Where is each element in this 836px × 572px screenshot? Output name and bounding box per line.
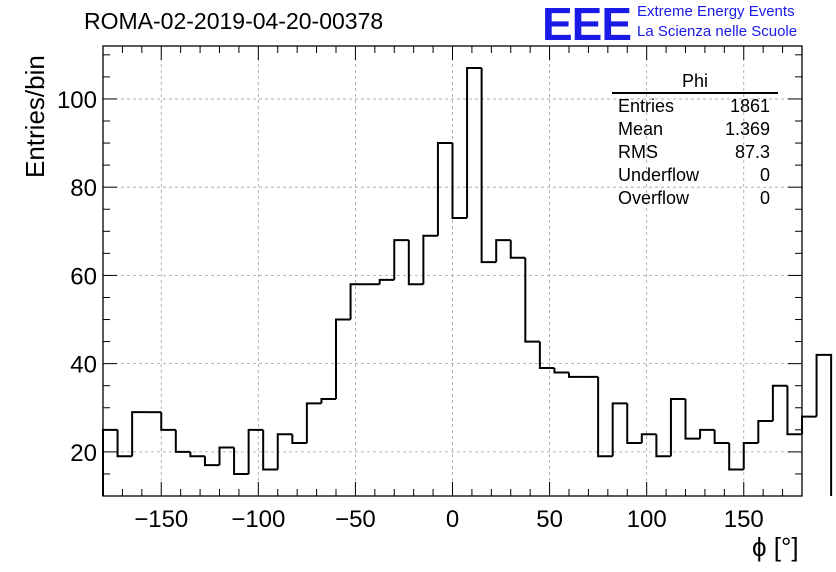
histogram-bin [597,376,613,458]
histogram-bin [786,385,802,436]
stats-row-underflow: Underflow 0 [612,164,778,187]
histogram-bin [422,234,438,285]
x-axis-label: ϕ [°] [752,532,799,562]
histogram-bin [393,239,409,280]
histogram-bin [684,398,701,440]
stats-row-entries: Entries 1861 [612,95,778,118]
histogram-bin [801,415,817,435]
histogram-bin [451,143,468,220]
histogram-bin [378,278,395,285]
histogram-bin [305,402,322,444]
histogram-bin [262,429,278,471]
histogram-bin [174,429,191,453]
stats-title: Phi [612,70,778,94]
axis-ticks [102,46,803,496]
stats-label: Underflow [618,165,700,185]
stats-row-mean: Mean 1.369 [612,118,778,141]
histogram-bin [568,372,584,378]
x-tick-label: 100 [627,506,667,533]
histogram-bin [480,68,497,264]
y-tick-label: 100 [57,87,97,114]
x-tick-label: 0 [446,506,459,533]
stats-value: 1.369 [724,119,770,139]
histogram-bin [276,433,293,470]
y-tick-label: 40 [70,352,97,379]
stats-row-rms: RMS 87.3 [612,141,778,164]
histogram-bin [116,429,133,458]
histogram-bin [247,428,264,474]
tick-labels: −150 −100 −50 0 50 100 150 20 40 60 80 100 [57,87,764,533]
stats-value: 87.3 [734,142,770,162]
histogram-bin [611,402,628,457]
logo-caption: Extreme Energy Events La Scienza nelle S… [637,2,797,42]
histogram-bin [189,451,205,458]
histogram-bin [233,447,249,475]
stats-label: RMS [618,142,658,162]
histogram-bin [626,403,642,445]
histogram-bin [640,433,657,444]
x-tick-label: −50 [335,506,376,533]
grid-lines [103,46,802,496]
x-tick-label: −100 [231,506,285,533]
stats-label: Entries [618,96,675,116]
histogram-bin [757,420,773,444]
histogram-bin [160,412,176,431]
stats-label: Overflow [618,188,690,208]
histogram-bin [655,434,671,458]
histogram-bin [669,397,686,457]
histogram-bin [495,239,511,263]
stats-row-overflow: Overflow 0 [612,187,778,210]
x-tick-label: −150 [134,506,188,533]
stats-value: 0 [759,188,770,208]
logo-caption-line2: La Scienza nelle Scuole [637,23,798,40]
histogram-bin [553,368,569,374]
histogram-bin [509,240,526,259]
logo-caption-line1: Extreme Energy Events [637,3,795,20]
eee-logo: EEE [542,0,632,50]
x-tick-label: 50 [536,506,563,533]
histogram-bin [524,257,540,343]
stats-label: Mean [618,119,664,139]
histogram-bin [335,318,351,399]
histogram-bin [218,446,235,466]
y-tick-label: 80 [70,175,97,202]
histogram-bin [466,67,482,219]
y-axis-label: Entries/bin [20,55,50,178]
histogram-bin [436,142,453,236]
histogram-bin [742,442,759,470]
histogram-bin [771,384,788,421]
histogram-bin [538,341,555,370]
histogram-bin [349,283,366,320]
stats-box: Phi Entries 1861 Mean 1.369 RMS 87.3 Und… [612,70,778,210]
y-tick-label: 20 [70,440,97,467]
histogram-bin [728,443,744,471]
stats-value: 1861 [729,96,770,116]
chart-title: ROMA-02-2019-04-20-00378 [84,8,384,34]
histogram-bin [815,353,833,496]
stats-value: 0 [759,165,770,185]
histogram-bin [699,428,715,439]
histogram-bin [291,434,307,445]
histogram-bin [713,429,730,445]
y-tick-label: 60 [70,263,97,290]
histogram-bin [102,428,118,496]
histogram-bin [203,456,220,467]
histogram-bin [131,411,147,457]
x-tick-label: 150 [724,506,764,533]
histogram-bin [407,240,424,286]
histogram-bin [320,397,336,404]
